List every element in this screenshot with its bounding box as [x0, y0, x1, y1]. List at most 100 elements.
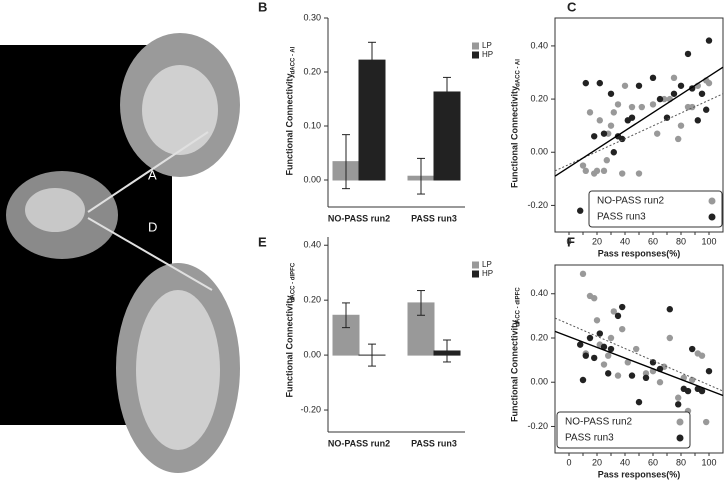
scatter-point — [670, 74, 678, 82]
y-axis-label-sub: dACC - dlPFC — [291, 262, 297, 302]
scatter-point — [582, 79, 589, 87]
scatter-point — [633, 345, 640, 353]
fit-line — [554, 66, 724, 177]
legend-label: LP — [482, 41, 492, 50]
scatter-point — [582, 352, 589, 359]
scatter-point — [703, 106, 710, 113]
x-tick-label: 40 — [620, 457, 630, 467]
scatter-point — [577, 207, 584, 214]
scatter-point — [656, 95, 664, 103]
scatter-point — [577, 341, 584, 348]
x-tick-label: 80 — [676, 457, 686, 467]
y-axis-label: Functional Connectivity — [509, 86, 519, 188]
scatter-point — [654, 130, 661, 137]
scatter-point — [705, 79, 713, 87]
legend-box — [556, 411, 691, 449]
y-tick-label: 0.00 — [303, 349, 321, 359]
coronal-detail — [142, 65, 218, 155]
scatter-point — [624, 359, 631, 366]
y-axis-label: Functional Connectivity — [509, 320, 519, 422]
y-tick-label: 0.30 — [303, 12, 321, 22]
scatter-point — [666, 334, 673, 342]
legend-swatch — [472, 261, 479, 269]
fit-line — [554, 93, 724, 172]
sagittal-detail — [25, 188, 85, 232]
legend-label: PASS run3 — [597, 212, 646, 223]
scatter-point — [649, 74, 657, 82]
legend-swatch — [472, 42, 479, 50]
y-axis-label: Functional Connectivity — [284, 73, 294, 175]
scatter-point — [689, 345, 696, 353]
legend-label: PASS run3 — [565, 433, 614, 444]
scatter-point — [675, 394, 682, 401]
image-label: A — [148, 167, 157, 182]
x-tick-label: 20 — [592, 457, 602, 467]
y-axis-label-sub: dACC - dlPFC — [516, 287, 522, 327]
scatter-point — [605, 352, 612, 359]
legend-swatch — [472, 51, 479, 59]
scatter-point — [605, 370, 612, 377]
legend-marker — [676, 418, 684, 426]
scatter-point — [619, 170, 626, 177]
scatter-point — [684, 387, 692, 395]
legend-label: NO-PASS run2 — [597, 196, 664, 207]
legend-swatch — [472, 270, 479, 278]
legend-label: LP — [482, 260, 492, 269]
y-tick-label: 0.00 — [530, 377, 548, 387]
y-axis-label: Functional Connectivity — [284, 295, 294, 397]
y-tick-label: 0.00 — [530, 147, 548, 157]
scatter-point — [675, 135, 682, 143]
scatter-point — [591, 294, 598, 302]
scatter-point — [642, 374, 650, 381]
bar — [358, 59, 386, 181]
scatter-point — [684, 50, 692, 58]
y-axis-label-sub: dACC - AI — [291, 46, 297, 74]
scatter-point — [619, 303, 626, 311]
panel-label: E — [258, 234, 267, 249]
scatter-point — [670, 90, 678, 97]
arrow — [87, 217, 213, 291]
panel-label: F — [567, 234, 575, 249]
y-tick-label: 0.20 — [303, 66, 321, 76]
scatter-point — [619, 325, 626, 333]
panel-label: B — [258, 0, 267, 14]
panel-label: C — [567, 0, 577, 14]
legend-marker — [708, 213, 716, 221]
scatter-point — [593, 317, 601, 324]
scatter-point — [628, 103, 636, 111]
scatter-point — [614, 101, 622, 108]
scatter-point — [586, 334, 594, 342]
scatter-point — [698, 387, 706, 395]
scatter-point — [694, 117, 701, 124]
scatter-point — [607, 90, 615, 97]
scatter-point — [596, 330, 603, 337]
scatter-point — [600, 361, 608, 368]
image-label: D — [148, 219, 157, 234]
scatter-point — [675, 401, 682, 408]
scatter-point — [596, 117, 603, 124]
fit-line — [554, 317, 724, 392]
scatter-point — [621, 82, 629, 89]
scatter-point — [628, 372, 636, 379]
scatter-point — [600, 130, 608, 137]
x-tick-label: 0 — [566, 236, 571, 246]
scatter-point — [649, 101, 657, 108]
scatter-point — [638, 103, 645, 111]
scatter-point — [656, 379, 664, 386]
y-tick-label: 0.40 — [530, 288, 548, 298]
scatter-point — [586, 109, 594, 116]
scatter-point — [663, 114, 671, 121]
scatter-point — [579, 270, 587, 278]
scatter-point — [607, 334, 615, 342]
y-tick-label: 0.10 — [303, 120, 321, 130]
scatter-point — [677, 122, 685, 129]
y-tick-label: -0.20 — [527, 421, 548, 431]
scatter-point — [635, 398, 643, 406]
x-tick-label: 100 — [701, 236, 716, 246]
scatter-point — [677, 82, 685, 89]
scatter-point — [689, 376, 696, 384]
scatter-point — [603, 157, 610, 164]
scatter-point — [705, 367, 713, 375]
scatter-point — [582, 167, 589, 175]
legend-marker — [708, 197, 716, 205]
